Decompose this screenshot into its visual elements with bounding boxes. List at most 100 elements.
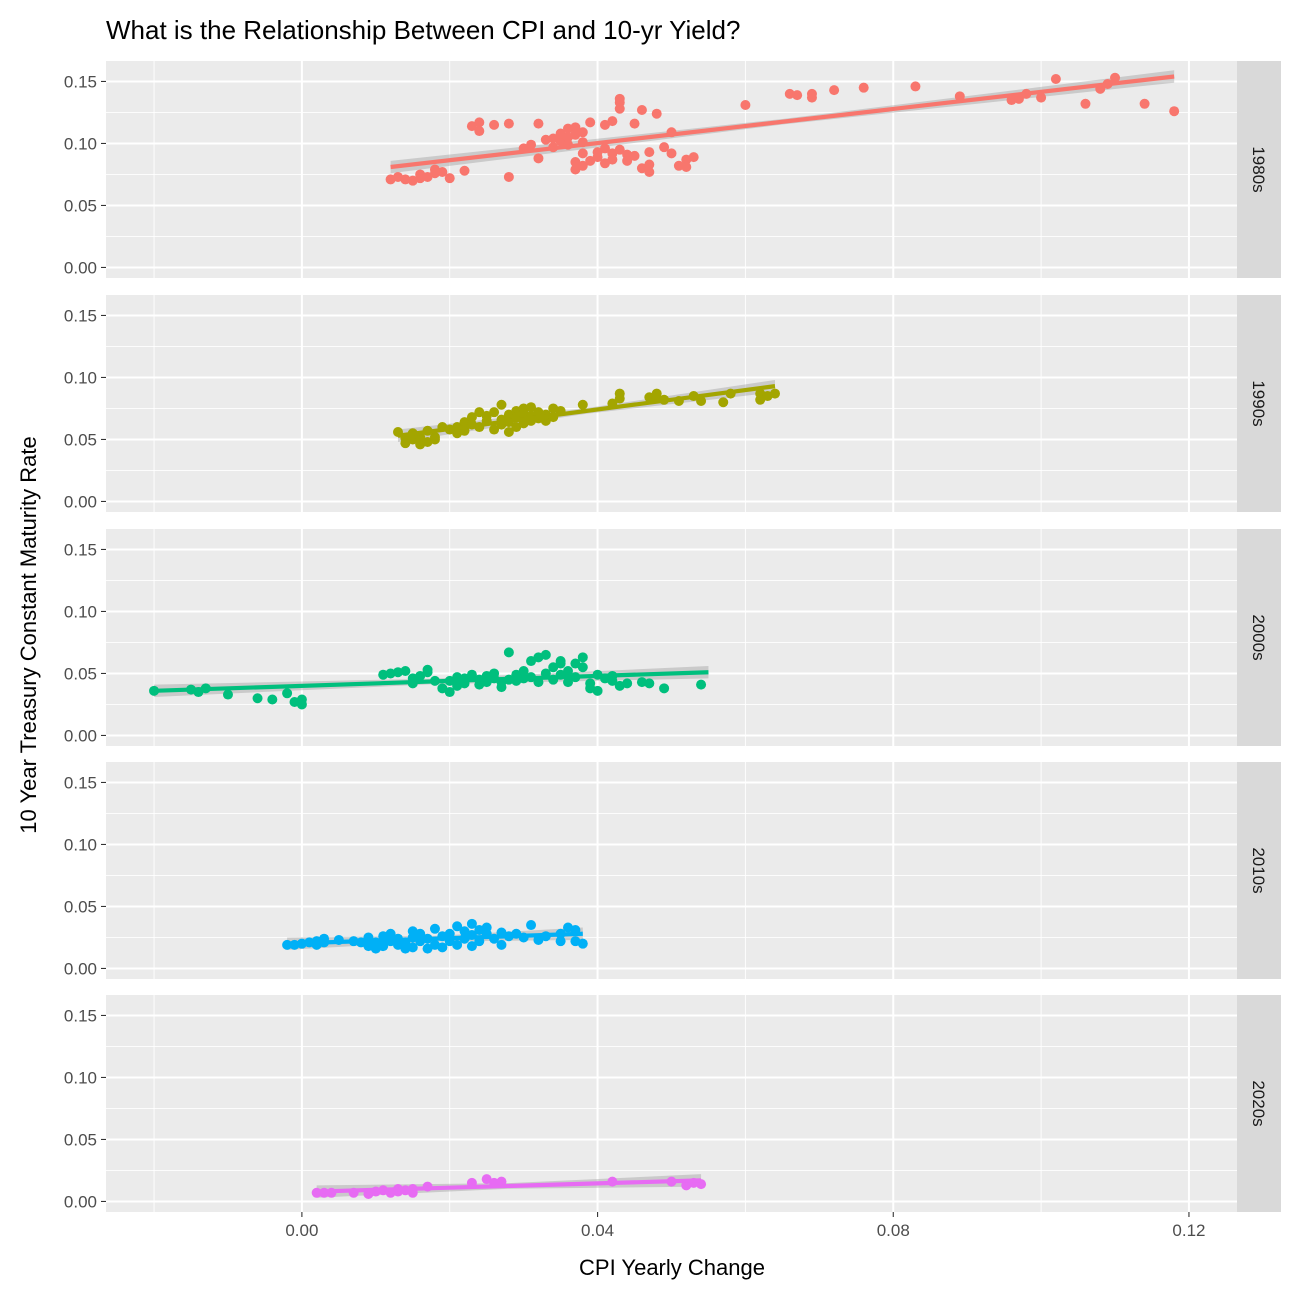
data-point (769, 388, 780, 399)
data-point (577, 399, 588, 410)
panel-background (106, 529, 1237, 746)
data-point (644, 159, 655, 170)
data-point (252, 693, 263, 704)
data-point (378, 669, 389, 680)
data-point (954, 91, 965, 102)
facet-strip (1237, 995, 1281, 1212)
regression-line (287, 931, 583, 946)
y-tick-label: 0.00 (64, 1192, 97, 1211)
y-tick-label: 0.05 (64, 1130, 97, 1149)
y-tick-label: 0.00 (64, 258, 97, 277)
data-point (474, 117, 485, 128)
facet-strip-label: 2010s (1249, 847, 1268, 893)
data-point (607, 116, 618, 127)
facet-panel-2010s: 2010s 0.00 0.05 0.10 0.15 (64, 762, 1281, 979)
data-point (577, 160, 588, 171)
y-tick-label: 0.15 (64, 72, 97, 91)
data-point (533, 118, 544, 129)
data-point (222, 689, 233, 700)
data-point (466, 121, 477, 132)
data-point (466, 941, 477, 952)
data-point (496, 682, 507, 693)
facet-strip (1237, 295, 1281, 512)
facet-strip-label: 1980s (1249, 146, 1268, 192)
y-tick-label: 0.10 (64, 1068, 97, 1087)
data-point (563, 677, 574, 688)
data-point (614, 103, 625, 114)
data-point (466, 412, 477, 423)
regression-line (390, 74, 1175, 170)
data-point (740, 100, 751, 111)
data-point (629, 150, 640, 161)
data-point (614, 93, 625, 104)
data-point (466, 669, 477, 680)
data-point (392, 667, 403, 678)
regression-line (316, 1178, 702, 1194)
data-point (415, 928, 426, 939)
panel-background (106, 762, 1237, 979)
data-point (474, 126, 485, 137)
data-point (474, 407, 485, 418)
data-point (577, 148, 588, 159)
data-point (570, 157, 581, 168)
regression-line (397, 384, 776, 438)
data-point (1036, 92, 1047, 103)
data-point (437, 683, 448, 694)
data-point (489, 424, 500, 435)
y-tick-label: 0.05 (64, 897, 97, 916)
data-point (792, 90, 803, 101)
y-tick-label: 0.15 (64, 773, 97, 792)
data-point (459, 926, 470, 937)
data-point (636, 104, 647, 115)
data-point (496, 939, 507, 950)
data-point (599, 119, 610, 130)
data-point (599, 158, 610, 169)
data-point (696, 396, 707, 407)
y-tick-label: 0.15 (64, 540, 97, 559)
data-point (696, 679, 707, 690)
y-tick-label: 0.00 (64, 726, 97, 745)
data-point (784, 88, 795, 99)
data-point (400, 174, 411, 185)
data-point (910, 81, 921, 92)
x-tick-label: 0.08 (877, 1221, 910, 1240)
data-point (629, 118, 640, 129)
y-tick-label: 0.10 (64, 835, 97, 854)
data-point (437, 166, 448, 177)
data-point (429, 923, 440, 934)
data-point (533, 934, 544, 945)
y-tick-label: 0.10 (64, 602, 97, 621)
data-point (437, 942, 448, 953)
data-point (829, 85, 840, 96)
y-tick-label: 0.15 (64, 1006, 97, 1025)
x-tick-label: 0.12 (1172, 1221, 1205, 1240)
data-point (659, 683, 670, 694)
y-tick-label: 0.15 (64, 306, 97, 325)
data-point (548, 662, 559, 673)
data-point (555, 656, 566, 667)
data-point (585, 117, 596, 128)
data-point (452, 921, 463, 932)
data-point (651, 108, 662, 119)
data-point (614, 393, 625, 404)
data-point (570, 658, 581, 669)
data-point (755, 394, 766, 405)
data-point (636, 163, 647, 174)
data-point (688, 152, 699, 163)
data-point (444, 173, 455, 184)
data-point (563, 665, 574, 676)
facet-panel-1980s: 1980s 0.00 0.05 0.10 0.15 (64, 61, 1281, 278)
data-point (659, 142, 670, 153)
chart-title: What is the Relationship Between CPI and… (106, 15, 740, 45)
y-tick-label: 0.05 (64, 664, 97, 683)
data-point (577, 662, 588, 673)
facet-strip (1237, 762, 1281, 979)
data-point (563, 123, 574, 134)
data-point (481, 1174, 492, 1185)
data-point (577, 127, 588, 138)
data-point (415, 670, 426, 681)
data-point (555, 936, 566, 947)
data-point (267, 694, 278, 705)
data-point (496, 399, 507, 410)
data-point (622, 678, 633, 689)
